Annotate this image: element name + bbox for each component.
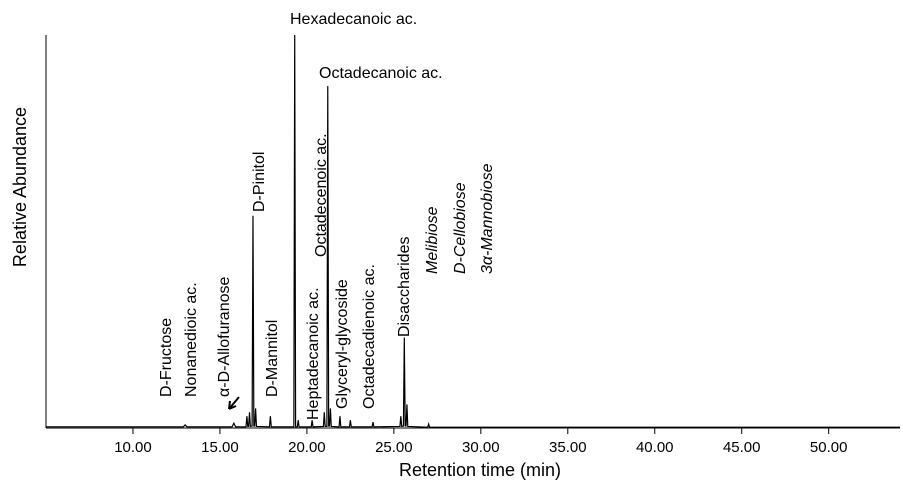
x-tick-label: 20.00 <box>288 439 326 456</box>
peak-annotation: D-Mannitol <box>264 320 281 397</box>
x-tick-label: 40.00 <box>636 439 674 456</box>
peak-annotation: Disaccharides <box>396 237 413 337</box>
chromatogram-line <box>46 34 900 428</box>
arrow <box>228 396 240 410</box>
x-tick-label: 25.00 <box>375 439 413 456</box>
x-tick-label: 35.00 <box>549 439 587 456</box>
peak-annotation: 3α-Mannobiose <box>479 163 496 274</box>
peak-annotation: Melibiose <box>424 206 441 274</box>
x-tick-label: 45.00 <box>723 439 761 456</box>
peak-annotation: D-Fructose <box>158 318 175 397</box>
peak-annotation: D-Cellobiose <box>452 182 469 274</box>
peak-annotation: Nonanedioic ac. <box>183 282 200 397</box>
x-tick-label: 50.00 <box>810 439 848 456</box>
peak-annotation: Heptadecanoic ac. <box>305 287 322 420</box>
peak-annotation: Hexadecanoic ac. <box>290 11 417 28</box>
peak-annotation: D-Pinitol <box>251 152 268 212</box>
peak-annotation: Octadecadienoic ac. <box>361 264 378 409</box>
peak-annotation: Octadecenoic ac. <box>313 133 330 257</box>
peak-annotation: Octadecanoic ac. <box>319 65 443 82</box>
x-tick-label: 10.00 <box>114 439 152 456</box>
x-tick-label: 30.00 <box>462 439 500 456</box>
x-tick-label: 15.00 <box>201 439 239 456</box>
peak-annotation: Glyceryl-glycoside <box>334 279 351 409</box>
peak-annotation: α-D-Allofuranose <box>216 276 233 397</box>
x-axis-label: Retention time (min) <box>399 460 561 480</box>
y-axis-label: Relative Abundance <box>10 107 30 267</box>
